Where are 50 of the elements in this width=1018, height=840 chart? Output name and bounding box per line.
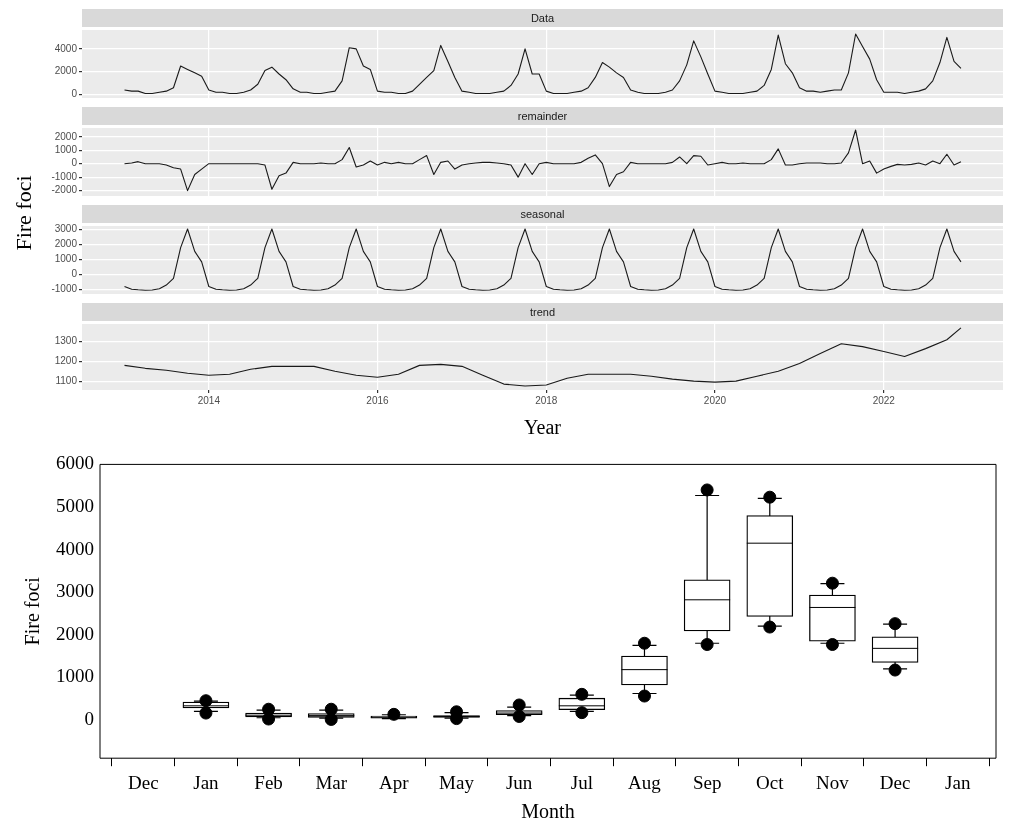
x-tick-label: Jul [570, 771, 593, 793]
y-tick-label: 2000 [54, 130, 78, 142]
x-tick-label: 2018 [535, 394, 558, 406]
y-axis-title: Fire foci [21, 576, 44, 646]
x-tick-label: Jan [945, 771, 971, 793]
x-tick-label: Dec [879, 771, 911, 793]
y-tick-label: 1000 [54, 143, 78, 155]
x-tick-label: 2022 [872, 394, 896, 406]
chart-title: remainder [517, 109, 568, 122]
x-axis-title: Year [524, 416, 562, 439]
y-tick-label: 1000 [56, 665, 94, 687]
x-tick-label: Sep [692, 771, 722, 793]
x-tick-label: 2014 [197, 394, 221, 406]
x-tick-label: Jan [193, 771, 220, 793]
y-tick-label: 1000 [54, 253, 78, 265]
y-tick-label: -1000 [51, 170, 78, 182]
y-tick-label: 2000 [56, 622, 94, 644]
y-tick-label: 4000 [54, 42, 78, 54]
y-tick-label: 0 [71, 157, 78, 169]
x-tick-label: Apr [379, 771, 410, 793]
y-tick-label: 6000 [56, 452, 94, 474]
y-tick-label: 0 [71, 88, 78, 100]
x-tick-label: Dec [127, 771, 159, 793]
y-tick-label: 1200 [54, 355, 78, 367]
y-tick-label: -1000 [51, 283, 78, 295]
x-tick-label: 2020 [703, 394, 727, 406]
x-tick-label: 2016 [366, 394, 390, 406]
x-axis-title: Month [521, 800, 575, 823]
chart-title: seasonal [520, 207, 565, 220]
x-tick-label: Aug [628, 771, 662, 793]
y-tick-label: 1300 [54, 335, 78, 347]
x-tick-label: Oct [756, 771, 785, 793]
y-axis-title: Fire foci [11, 175, 37, 251]
y-tick-label: 3000 [56, 580, 94, 602]
y-tick-label: 0 [84, 707, 94, 729]
x-tick-label: May [439, 771, 475, 793]
y-tick-label: -2000 [51, 184, 78, 196]
chart-title: Data [530, 11, 555, 24]
x-tick-label: Nov [816, 771, 850, 793]
y-tick-label: 2000 [54, 65, 78, 77]
y-tick-label: 1100 [55, 374, 78, 386]
y-tick-label: 4000 [56, 537, 94, 559]
x-tick-label: Jun [505, 771, 533, 793]
y-tick-label: 2000 [54, 238, 78, 250]
y-tick-label: 5000 [56, 494, 94, 516]
x-tick-label: Feb [254, 771, 283, 793]
chart-title: trend [529, 305, 556, 318]
x-tick-label: Mar [315, 771, 348, 793]
y-tick-label: 0 [71, 268, 78, 280]
y-tick-label: 3000 [54, 223, 78, 235]
